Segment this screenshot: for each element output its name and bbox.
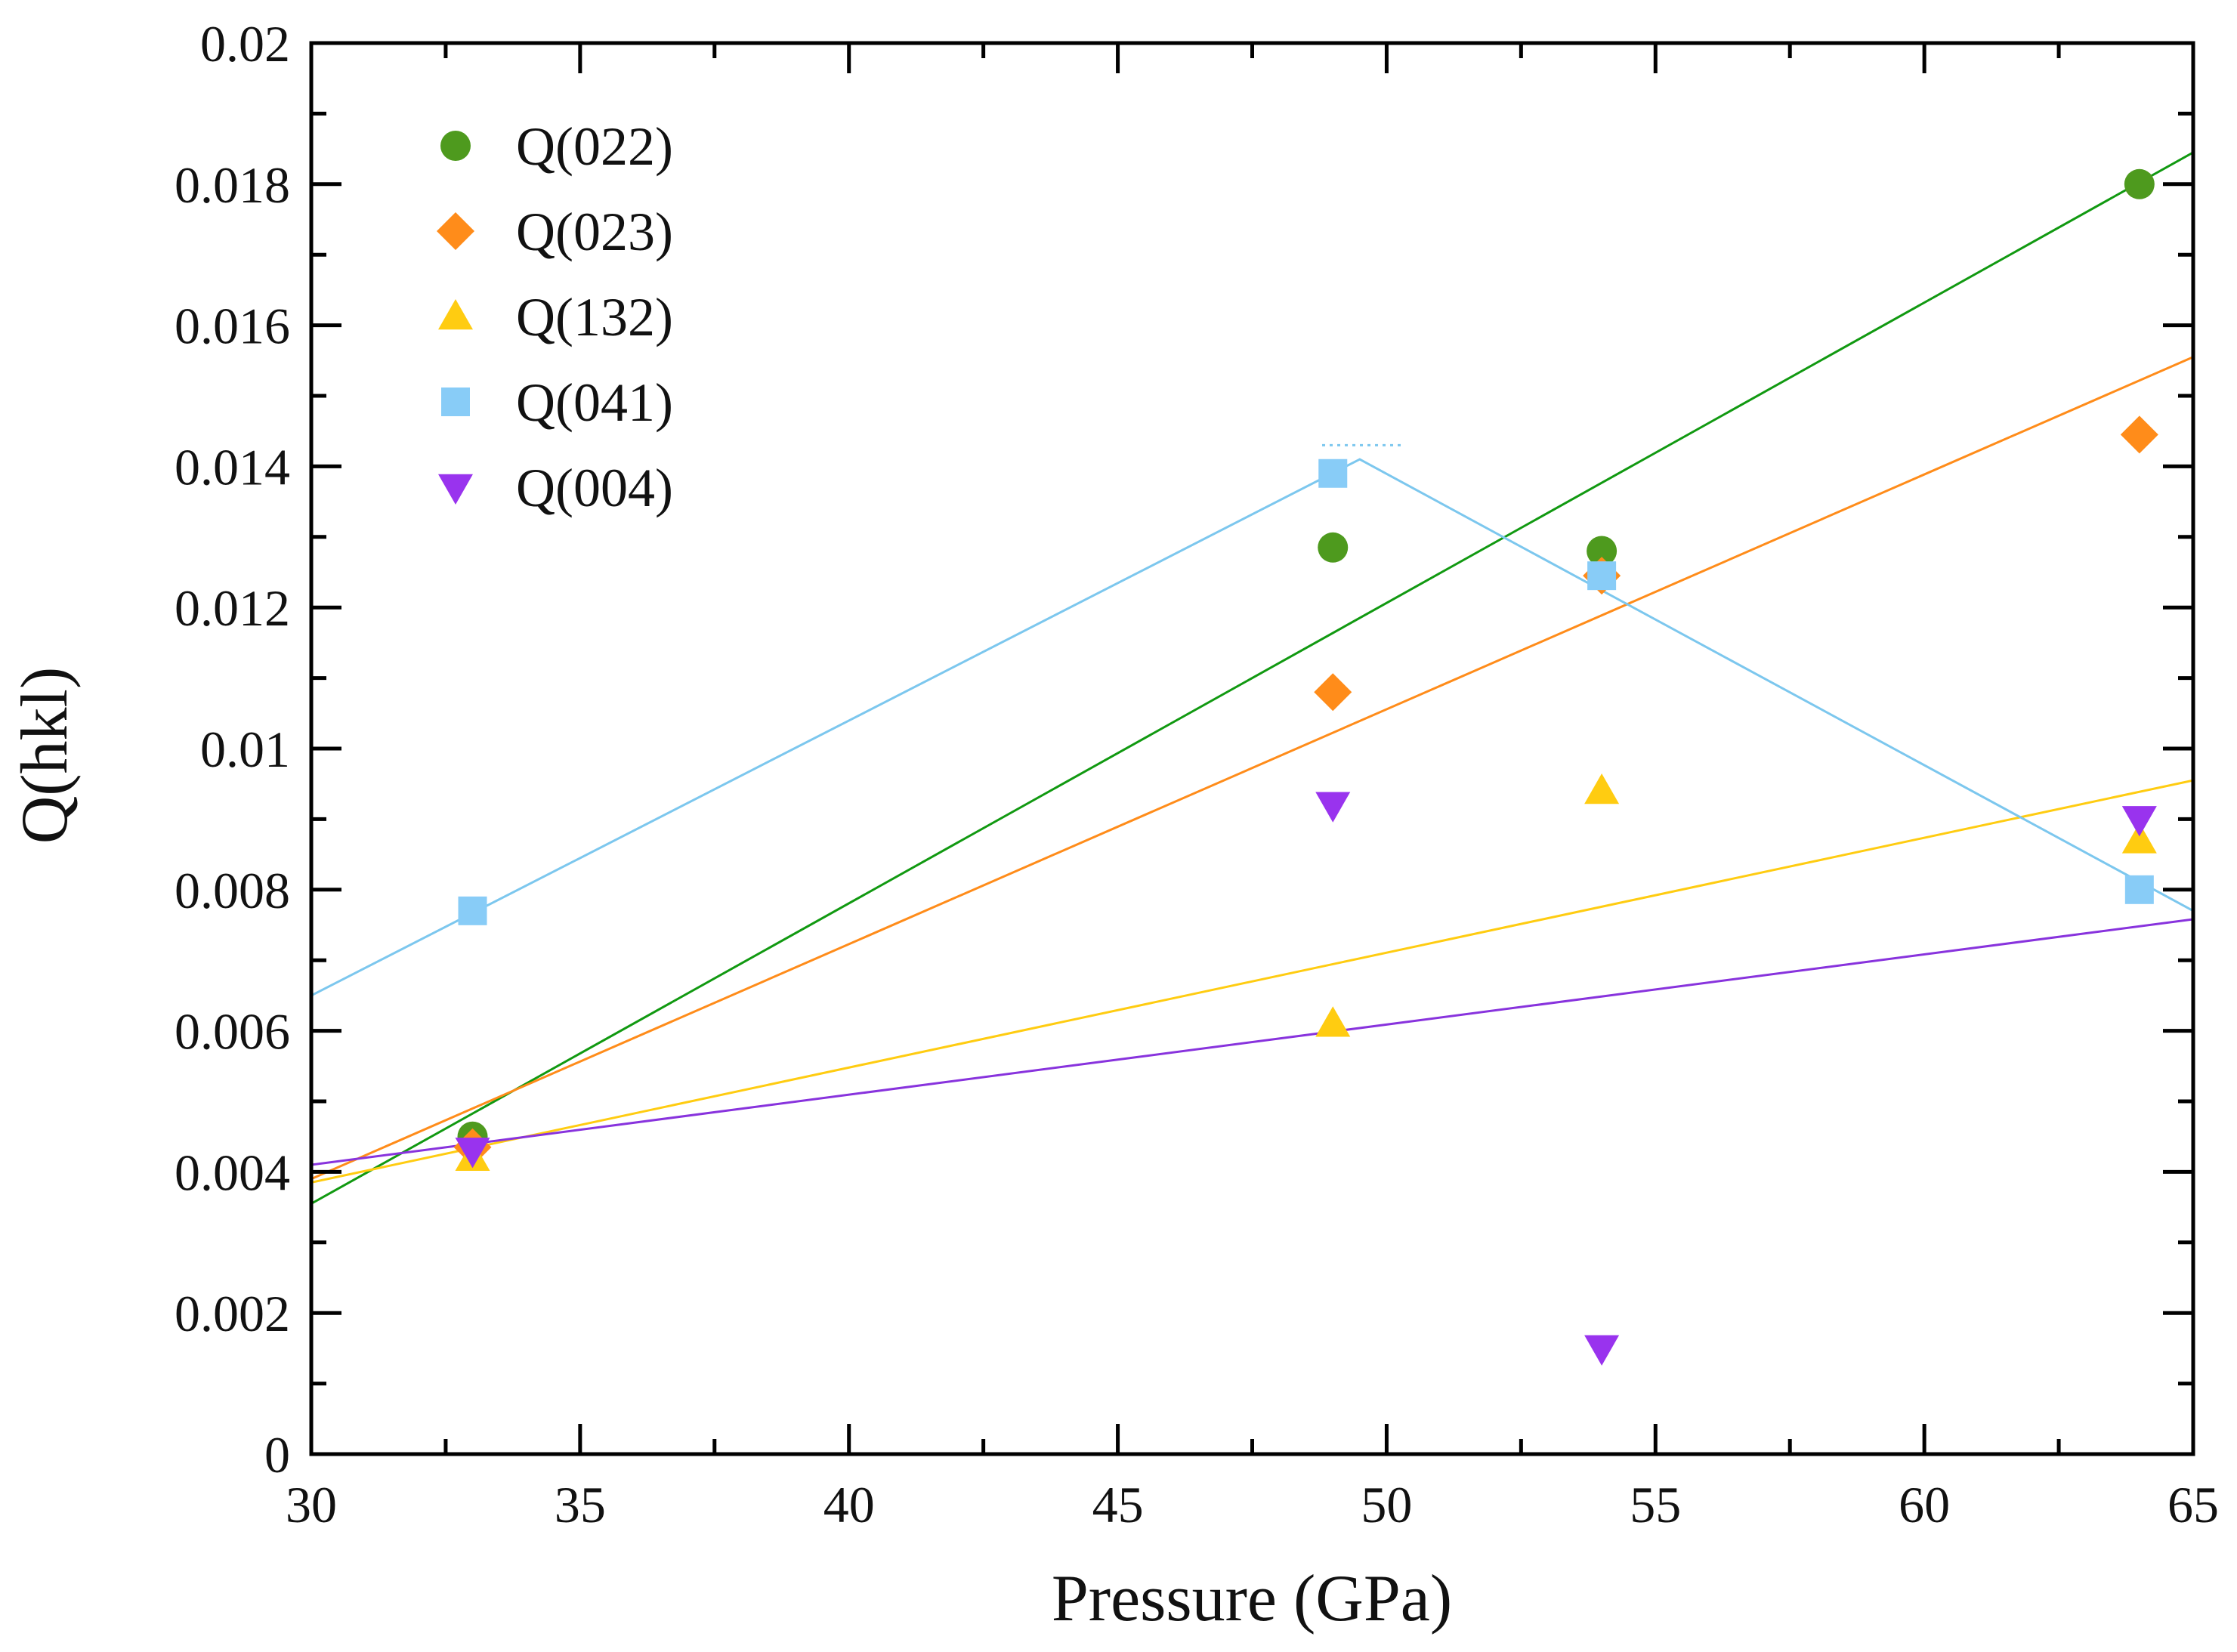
data-points (453, 168, 2158, 1366)
data-point (1315, 1006, 1351, 1037)
data-point (1584, 1335, 1620, 1366)
data-point (1318, 532, 1349, 563)
legend-entry: Q(132) (438, 287, 673, 347)
x-axis-title: Pressure (GPa) (1052, 1562, 1452, 1635)
x-tick-label: 45 (1092, 1476, 1144, 1533)
y-tick-label: 0.01 (200, 721, 290, 778)
data-point (1314, 673, 1352, 712)
legend-label: Q(004) (516, 458, 673, 518)
y-tick-label: 0.018 (175, 156, 290, 214)
legend-marker (441, 388, 470, 416)
legend-marker (437, 212, 474, 250)
fit-line-Q(132) (311, 779, 2193, 1184)
legend-entry: Q(023) (437, 202, 673, 262)
x-tick-label: 50 (1361, 1476, 1412, 1533)
data-point (1318, 459, 1348, 488)
legend: Q(022) Q(023) Q(132) Q(041) Q(004) (437, 116, 673, 518)
y-axis-title: Q(hkl) (8, 667, 82, 845)
y-tick-label: 0.012 (175, 579, 290, 637)
data-point (2120, 415, 2158, 454)
data-point (2124, 168, 2155, 199)
fit-lines (311, 151, 2193, 1205)
data-point (2121, 823, 2157, 854)
legend-marker (438, 299, 473, 330)
legend-label: Q(023) (516, 202, 673, 262)
y-tick-label: 0.002 (175, 1285, 290, 1342)
data-point (2121, 806, 2157, 837)
tick-labels: 30 35 40 45 50 55 60 65 0 0.002 0.004 0.006 0.008 0.0… (175, 15, 2219, 1533)
legend-entry: Q(022) (440, 116, 673, 177)
y-tick-label: 0.006 (175, 1003, 290, 1061)
legend-entry: Q(041) (441, 372, 673, 433)
fit-line-Q(022) (311, 151, 2193, 1205)
data-point (1584, 774, 1620, 804)
y-tick-label: 0.014 (175, 438, 290, 496)
data-point (2124, 875, 2154, 904)
legend-entry: Q(004) (438, 458, 673, 518)
x-tick-label: 60 (1899, 1476, 1950, 1533)
axes (309, 41, 2195, 1456)
data-point (1587, 536, 1617, 567)
legend-label: Q(022) (516, 116, 673, 177)
y-tick-label: 0.004 (175, 1144, 290, 1201)
y-tick-label: 0 (264, 1426, 290, 1484)
y-tick-label: 0.008 (175, 862, 290, 919)
fit-line-Q(004) (311, 918, 2193, 1166)
x-tick-label: 30 (286, 1476, 337, 1533)
x-tick-label: 35 (555, 1476, 606, 1533)
data-point (1315, 792, 1351, 823)
legend-marker (438, 474, 473, 505)
data-point (1587, 561, 1617, 591)
x-tick-label: 55 (1630, 1476, 1681, 1533)
data-point (458, 896, 487, 925)
legend-label: Q(132) (516, 287, 673, 347)
fit-line-Q(041) (311, 458, 2193, 997)
legend-marker (440, 131, 471, 161)
x-tick-label: 65 (2167, 1476, 2219, 1533)
fit-line-Q(023) (311, 356, 2193, 1181)
data-point (455, 1138, 490, 1169)
y-tick-label: 0.016 (175, 298, 290, 355)
y-tick-label: 0.02 (200, 15, 290, 73)
x-tick-label: 40 (823, 1476, 875, 1533)
legend-label: Q(041) (516, 372, 673, 433)
